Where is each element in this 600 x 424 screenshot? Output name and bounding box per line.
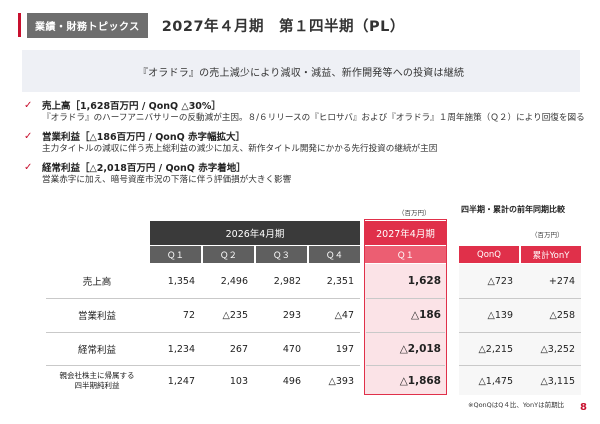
prev-q3-header: Ｑ３ [256, 246, 307, 263]
check-icon: ✓ [24, 99, 33, 111]
cell: 1,234 [167, 343, 195, 355]
cell: 470 [282, 343, 301, 355]
cell-current: △1,868 [399, 375, 441, 387]
unit-label-main: （百万円） [398, 209, 431, 217]
check-icon: ✓ [24, 161, 33, 173]
cell-qonq: △723 [487, 275, 513, 287]
cell: 2,351 [326, 275, 354, 287]
bullet-body: 主力タイトルの減収に伴う売上総利益の減少に加え、新作タイトル開発にかかる先行投資… [42, 144, 438, 154]
page-title: 2027年４月期 第１四半期（PL） [161, 18, 405, 35]
bullet-sales: ✓ 売上高［1,628百万円 / QonQ △30%］ 『オラドラ』のハーフアニバ… [24, 98, 585, 125]
page-number: 8 [580, 402, 587, 413]
header-accent-bar [18, 13, 21, 37]
slide-header: 業績・財務トピックス 2027年４月期 第１四半期（PL） [18, 12, 405, 38]
row-divider [459, 365, 581, 366]
cell: 197 [335, 343, 354, 355]
bullet-heading: 経常利益［△2,018百万円 / QonQ 赤字着地］ [42, 163, 246, 174]
category-badge: 業績・財務トピックス [27, 12, 148, 38]
row-label-operating-profit: 営業利益 [77, 311, 116, 322]
cell-qonq: △2,215 [478, 343, 513, 355]
cell-qonq: △1,475 [478, 375, 513, 387]
cell-yony: +274 [548, 275, 575, 287]
row-divider [366, 298, 445, 299]
bullet-heading: 営業利益［△186百万円 / QonQ 赤字幅拡大］ [42, 132, 245, 143]
row-divider [46, 365, 360, 366]
cell-current: △186 [411, 309, 441, 321]
row-divider [46, 332, 360, 333]
cell: 72 [182, 309, 195, 321]
footnote: ※QonQはQ４比、YonYは前期比 [468, 401, 565, 409]
summary-box: 『オラドラ』の売上減少により減収・減益、新作開発等への投資は継続 [22, 50, 580, 92]
cell: 267 [229, 343, 248, 355]
row-label-net-income: 親会社株主に帰属する 四半期純利益 [46, 367, 148, 395]
bullet-operating-profit: ✓ 営業利益［△186百万円 / QonQ 赤字幅拡大］ 主力タイトルの減収に伴う… [24, 129, 584, 156]
bullet-list: ✓ 売上高［1,628百万円 / QonQ △30%］ 『オラドラ』のハーフアニバ… [24, 98, 585, 191]
cell-current: △2,018 [399, 343, 441, 355]
prev-q4-header: Ｑ４ [309, 246, 360, 263]
cell-yony: △258 [549, 309, 575, 321]
bullet-body: 営業赤字に加え、暗号資産市況の下落に伴う評価損が大きく影響 [42, 175, 292, 185]
cell: 293 [282, 309, 301, 321]
row-label-ordinary-profit: 経常利益 [77, 345, 116, 356]
row-divider [366, 332, 445, 333]
current-quarter-bg [364, 264, 447, 395]
prev-q2-header: Ｑ２ [203, 246, 254, 263]
row-divider [46, 298, 360, 299]
cell-yony: △3,115 [540, 375, 575, 387]
row-divider [459, 332, 581, 333]
cell-qonq: △139 [487, 309, 513, 321]
cell-yony: △3,252 [540, 343, 575, 355]
cell: △235 [222, 309, 248, 321]
row-label-sales: 売上高 [82, 277, 112, 288]
prev-fy-header: 2026年4月期 [150, 221, 360, 245]
bullet-ordinary-profit: ✓ 経常利益［△2,018百万円 / QonQ 赤字着地］ 営業赤字に加え、暗号資… [24, 160, 584, 187]
bullet-heading: 売上高［1,628百万円 / QonQ △30%］ [42, 101, 221, 112]
row-divider [366, 365, 445, 366]
check-icon: ✓ [24, 130, 33, 142]
cell: 2,982 [273, 275, 301, 287]
row-divider [459, 298, 581, 299]
qonq-header: QonQ [459, 246, 519, 263]
curr-q1-header: Ｑ１ [364, 246, 447, 263]
yony-header: 累計YonY [521, 246, 581, 263]
row-label-line: 四半期純利益 [74, 381, 120, 390]
cell: 103 [229, 375, 248, 387]
cell: 1,354 [167, 275, 195, 287]
unit-label-compare: （百万円） [531, 231, 564, 239]
compare-bg [459, 264, 581, 395]
cell: 2,496 [220, 275, 248, 287]
cell-current: 1,628 [407, 275, 441, 287]
compare-title: 四半期・累計の前年同期比較 [461, 205, 565, 214]
cell: △47 [334, 309, 354, 321]
cell: 496 [282, 375, 301, 387]
cell: 1,247 [167, 375, 195, 387]
summary-text: 『オラドラ』の売上減少により減収・減益、新作開発等への投資は継続 [137, 67, 465, 79]
row-label-line: 親会社株主に帰属する [59, 371, 135, 380]
bullet-body: 『オラドラ』のハーフアニバサリーの反動減が主因。８/６リリースの『ヒロサバ』およ… [42, 113, 585, 123]
prev-q1-header: Ｑ１ [150, 246, 201, 263]
cell: △393 [328, 375, 354, 387]
curr-fy-header: 2027年4月期 [364, 221, 447, 245]
